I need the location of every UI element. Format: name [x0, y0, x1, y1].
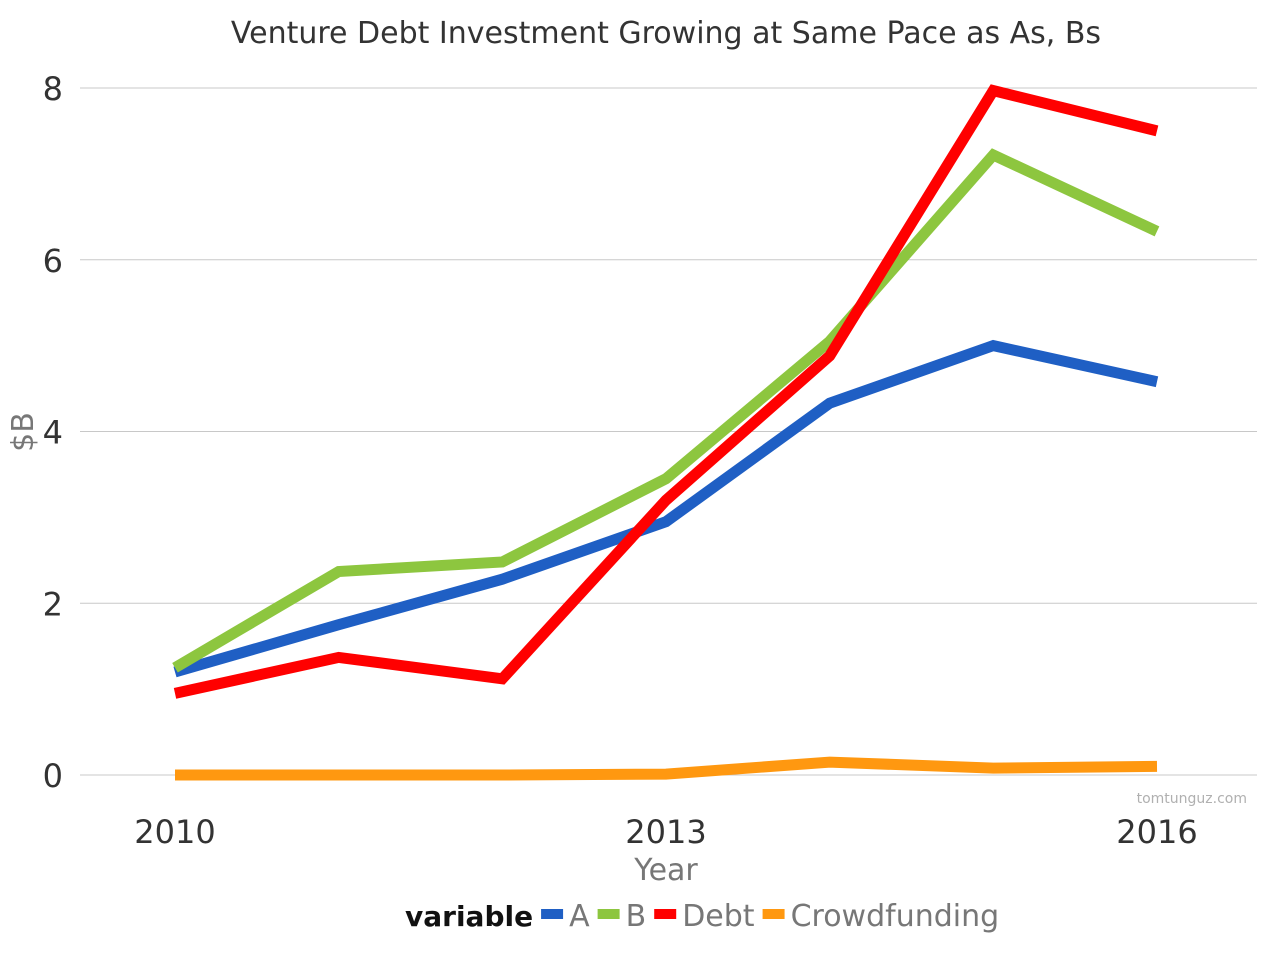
legend-title: variable — [405, 900, 533, 933]
series-line-crowdfunding — [175, 756, 1158, 781]
legend-label: A — [569, 899, 590, 934]
y-tick-label: 0 — [43, 757, 63, 795]
y-tick-label: 6 — [43, 242, 63, 280]
series-line-b — [172, 148, 1160, 673]
x-tick-label: 2010 — [134, 813, 215, 851]
series-line-debt — [173, 84, 1159, 699]
x-tick-label: 2013 — [625, 813, 706, 851]
legend: variable A B Debt Crowdfunding — [405, 899, 999, 934]
legend-label: B — [626, 899, 647, 934]
chart-title: Venture Debt Investment Growing at Same … — [231, 16, 1101, 51]
series-line-a — [173, 339, 1159, 678]
watermark: tomtunguz.com — [1137, 791, 1247, 807]
data-series — [172, 84, 1160, 781]
x-tick-label: 2016 — [1116, 813, 1197, 851]
y-axis-tick-labels: 0 2 4 6 8 — [43, 70, 63, 795]
x-axis-tick-labels: 2010 2013 2016 — [134, 813, 1197, 851]
y-tick-label: 4 — [43, 414, 63, 452]
x-axis-label: Year — [633, 853, 698, 888]
y-tick-label: 2 — [43, 585, 63, 623]
legend-label: Crowdfunding — [791, 899, 1000, 934]
y-tick-label: 8 — [43, 70, 63, 108]
y-axis-label: $B — [6, 412, 41, 452]
legend-label: Debt — [682, 899, 755, 934]
